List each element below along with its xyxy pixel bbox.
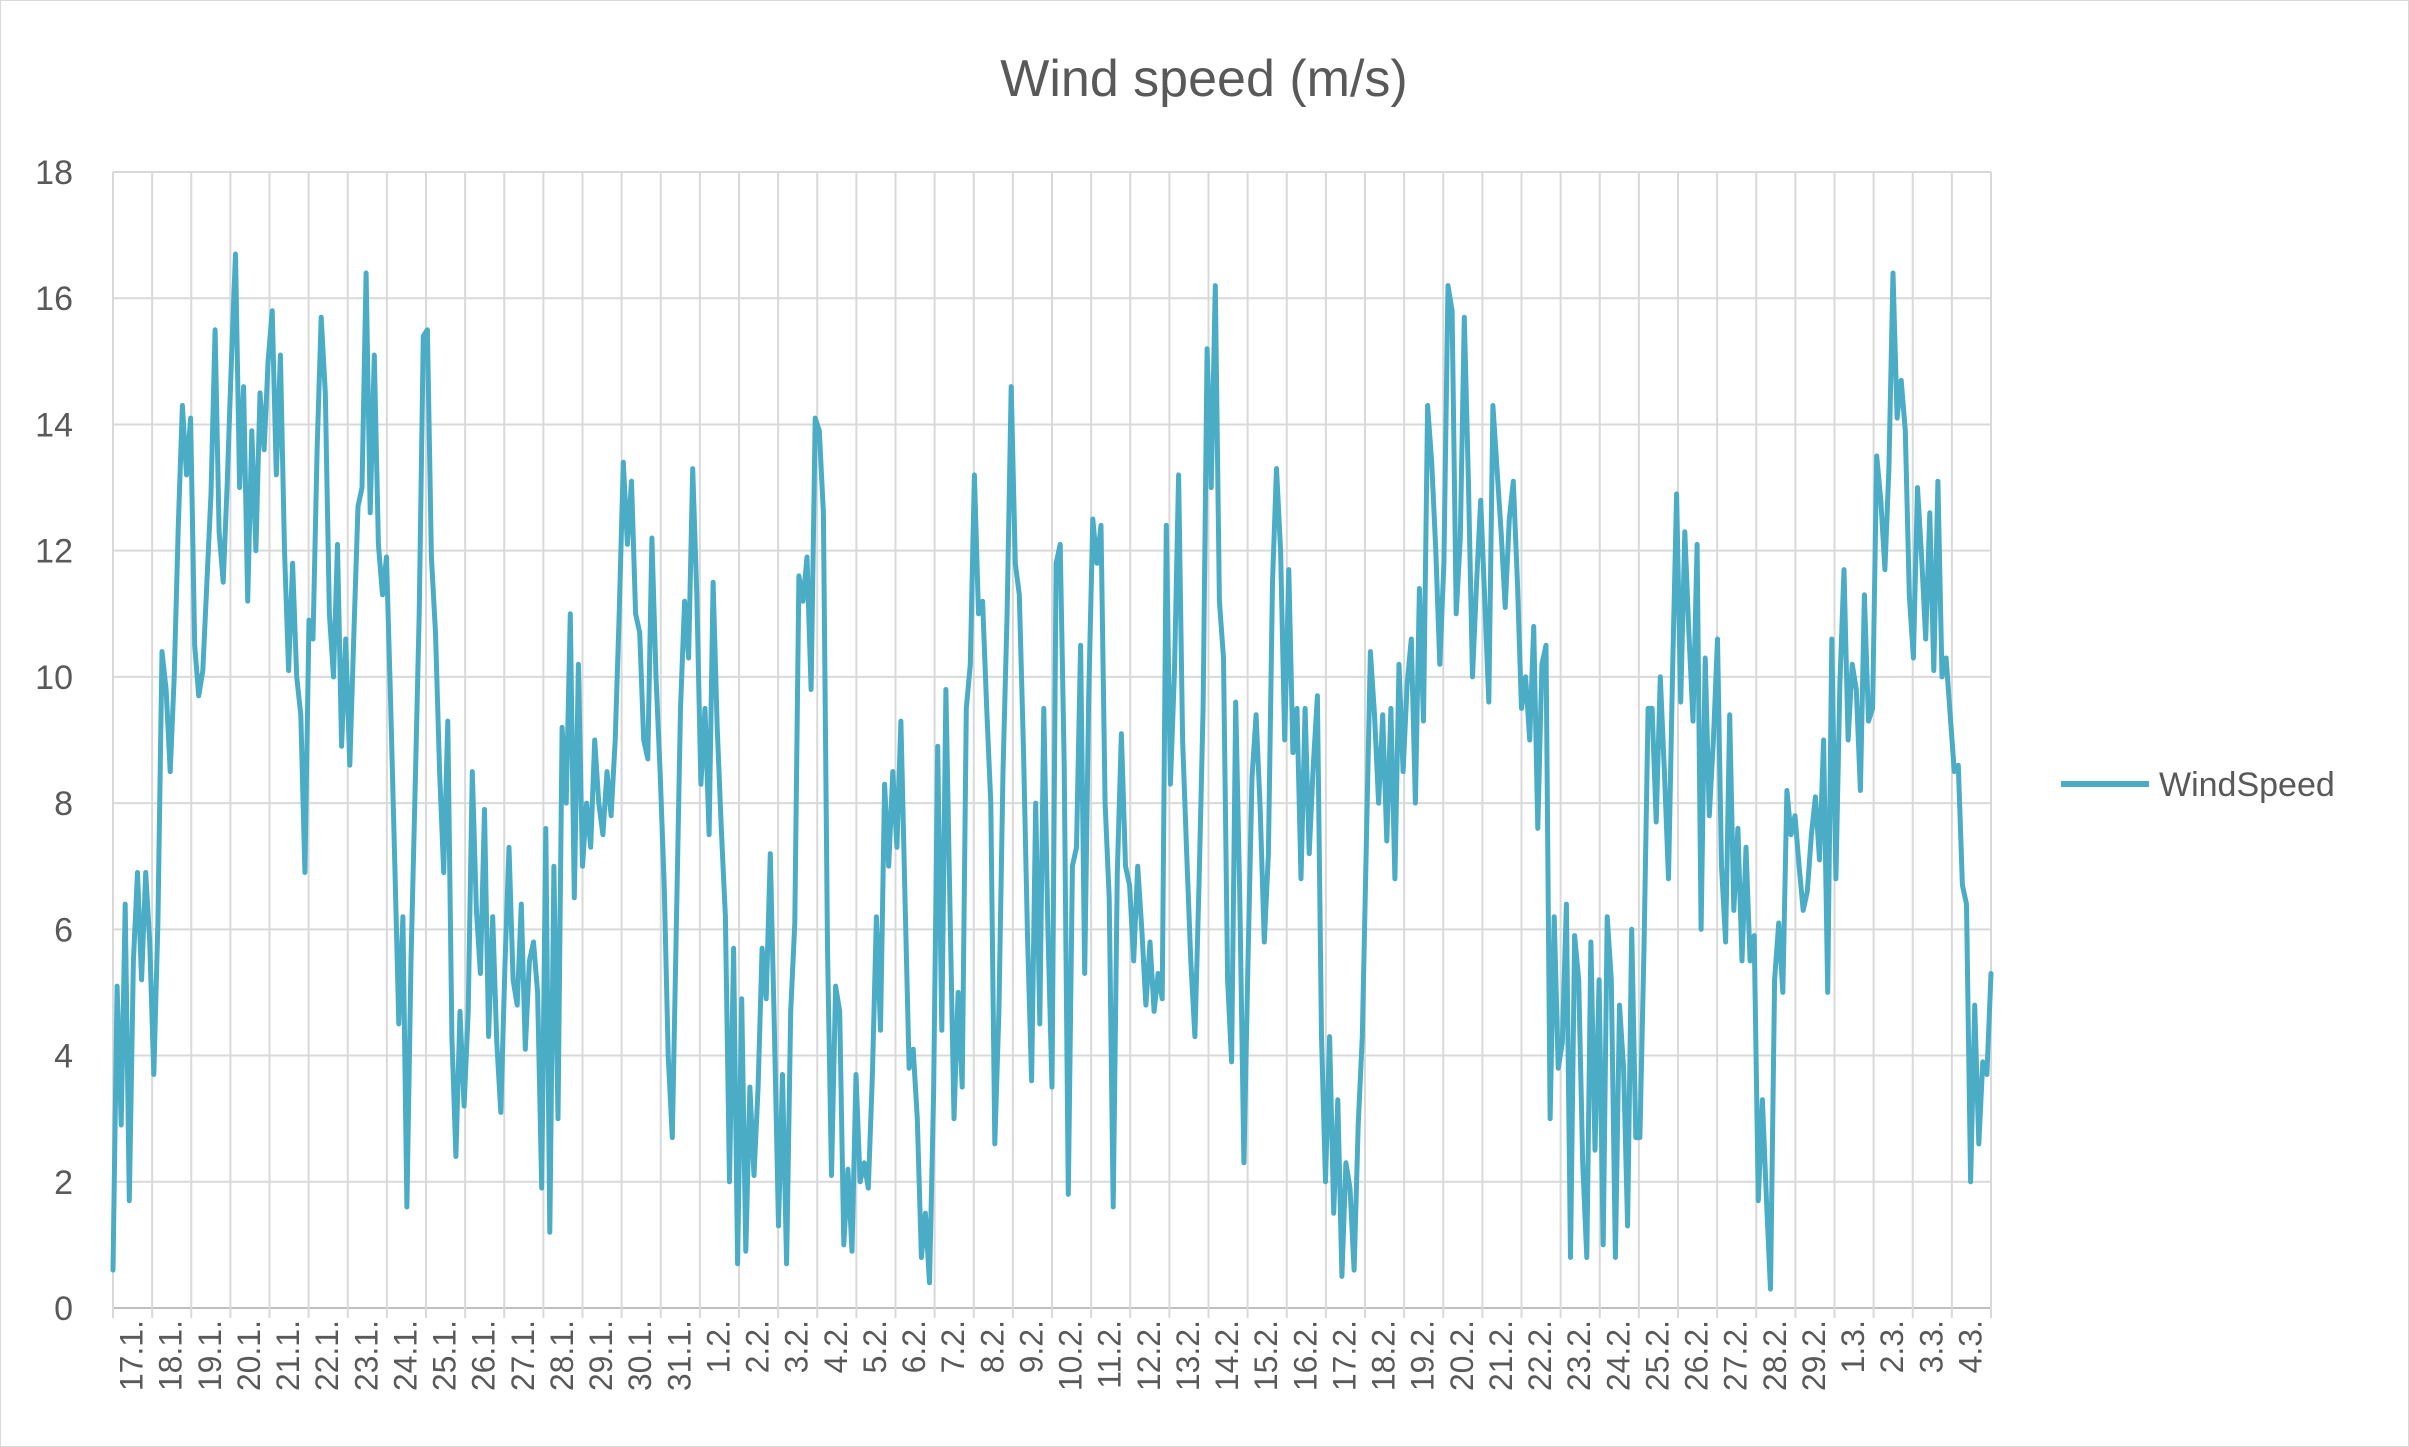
x-axis-tick-labels: 17.1. 18.1. 19.1. 20.1. 21.1. 22.1. 23.1. 24.1.… <box>114 1320 1989 1391</box>
x-tick-label: 19.1. <box>192 1320 228 1391</box>
x-tick-label: 21.2. <box>1483 1320 1519 1391</box>
x-tick-label: 24.1. <box>387 1320 423 1391</box>
y-tick-label: 12 <box>35 533 73 571</box>
x-tick-label: 19.2. <box>1405 1320 1441 1391</box>
legend: WindSpeed <box>2061 766 2335 804</box>
x-tick-label: 28.1. <box>544 1320 580 1391</box>
x-tick-label: 1.3. <box>1835 1320 1871 1373</box>
x-tick-label: 27.2. <box>1718 1320 1754 1391</box>
x-tick-label: 29.2. <box>1796 1320 1832 1391</box>
x-tick-label: 1.2. <box>700 1320 736 1373</box>
x-tick-label: 2.2. <box>740 1320 776 1373</box>
x-tick-label: 10.2. <box>1053 1320 1089 1391</box>
x-tick-label: 31.1. <box>661 1320 697 1391</box>
y-tick-label: 8 <box>54 785 73 823</box>
x-tick-label: 20.2. <box>1444 1320 1480 1391</box>
y-tick-label: 18 <box>35 154 73 192</box>
x-tick-label: 25.1. <box>427 1320 463 1391</box>
y-tick-label: 4 <box>54 1038 73 1076</box>
x-tick-label: 26.1. <box>466 1320 502 1391</box>
y-tick-label: 0 <box>54 1290 73 1328</box>
x-tick-label: 4.2. <box>818 1320 854 1373</box>
y-axis-tick-labels: 0 2 4 6 8 10 12 14 16 18 <box>35 154 73 1328</box>
x-tick-label: 22.1. <box>309 1320 345 1391</box>
chart-title: Wind speed (m/s) <box>1000 50 1407 108</box>
x-tick-label: 30.1. <box>622 1320 658 1391</box>
x-tick-label: 6.2. <box>896 1320 932 1373</box>
x-tick-label: 5.2. <box>857 1320 893 1373</box>
x-tick-label: 11.2. <box>1092 1320 1128 1389</box>
y-tick-label: 14 <box>35 406 73 444</box>
y-tick-label: 10 <box>35 659 73 697</box>
x-tick-label: 9.2. <box>1013 1320 1049 1373</box>
x-tick-label: 12.2. <box>1131 1320 1167 1391</box>
x-tick-label: 8.2. <box>974 1320 1010 1373</box>
x-tick-label: 14.2. <box>1209 1320 1245 1391</box>
x-tick-label: 21.1. <box>270 1320 306 1391</box>
x-tick-label: 25.2. <box>1639 1320 1675 1391</box>
x-tick-label: 16.2. <box>1287 1320 1323 1391</box>
x-tick-label: 18.1. <box>153 1320 189 1391</box>
x-tick-label: 18.2. <box>1366 1320 1402 1391</box>
y-tick-label: 16 <box>35 280 73 318</box>
x-tick-label: 20.1. <box>231 1320 267 1391</box>
y-tick-label: 6 <box>54 911 73 949</box>
x-tick-label: 3.2. <box>779 1320 815 1373</box>
x-tick-label: 29.1. <box>583 1320 619 1391</box>
y-tick-label: 2 <box>54 1164 73 1202</box>
x-tick-label: 26.2. <box>1679 1320 1715 1391</box>
x-tick-label: 13.2. <box>1170 1320 1206 1391</box>
x-tick-label: 3.3. <box>1913 1320 1949 1373</box>
x-tick-label: 17.1. <box>114 1320 150 1391</box>
x-tick-label: 15.2. <box>1248 1320 1284 1391</box>
x-tick-label: 17.2. <box>1326 1320 1362 1391</box>
x-tick-label: 22.2. <box>1522 1320 1558 1391</box>
x-tick-label: 23.1. <box>348 1320 384 1391</box>
x-tick-label: 28.2. <box>1757 1320 1793 1391</box>
x-tick-label: 27.1. <box>505 1320 541 1391</box>
series-line-windspeed <box>110 251 1994 1292</box>
x-tick-label: 2.3. <box>1874 1320 1910 1373</box>
x-tick-label: 4.3. <box>1952 1320 1988 1373</box>
legend-label: WindSpeed <box>2159 766 2335 804</box>
x-tick-label: 23.2. <box>1561 1320 1597 1391</box>
x-tick-label: 24.2. <box>1600 1320 1636 1391</box>
x-tick-label: 7.2. <box>935 1320 971 1373</box>
